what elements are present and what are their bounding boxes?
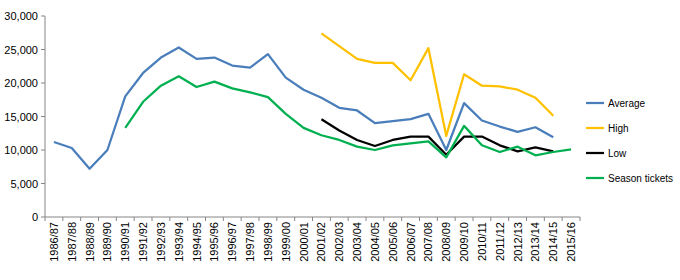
x-tick <box>259 217 260 221</box>
x-tick-label: 1997/98 <box>244 222 256 262</box>
x-tick-label: 2008/09 <box>440 222 452 262</box>
x-tick-label: 2007/08 <box>422 222 434 262</box>
legend-swatch <box>586 127 604 129</box>
x-tick <box>116 217 117 221</box>
y-tick-label: 10,000 <box>4 144 38 156</box>
x-tick-label: 2015/16 <box>565 222 577 262</box>
series-line <box>125 76 571 157</box>
x-tick-label: 1989/90 <box>101 222 113 262</box>
x-tick-label: 1994/95 <box>191 222 203 262</box>
x-tick-label: 1993/94 <box>173 222 185 262</box>
x-tick-label: 2001/02 <box>315 222 327 262</box>
x-tick <box>276 217 277 221</box>
series-line <box>321 33 553 136</box>
x-tick-label: 2009/10 <box>458 222 470 262</box>
x-axis: 1986/87 1987/88 1988/89 1989/90 1990/91 1991/… <box>45 217 580 262</box>
y-tick <box>41 217 45 218</box>
legend-swatch <box>586 177 604 179</box>
x-tick <box>80 217 81 221</box>
x-tick-label: 2000/01 <box>298 222 310 262</box>
legend: Average High Low Season tickets <box>586 98 673 184</box>
x-tick <box>294 217 295 221</box>
series-line <box>54 47 553 168</box>
x-tick <box>152 217 153 221</box>
y-tick <box>41 16 45 17</box>
x-tick <box>508 217 509 221</box>
x-tick <box>45 217 46 221</box>
x-tick <box>455 217 456 221</box>
x-tick <box>473 217 474 221</box>
x-tick-label: 2014/15 <box>547 222 559 262</box>
x-tick-label: 1986/87 <box>48 222 60 262</box>
legend-swatch <box>586 102 604 104</box>
x-tick-label: 1999/00 <box>280 222 292 262</box>
y-axis: 0 5,000 10,000 15,000 20,000 25,000 30,000 <box>4 10 45 223</box>
y-tick <box>41 83 45 84</box>
x-tick-label: 2004/05 <box>369 222 381 262</box>
x-tick <box>98 217 99 221</box>
legend-label: Low <box>608 148 627 159</box>
x-tick-label: 1990/91 <box>119 222 131 262</box>
y-tick-label: 15,000 <box>4 111 38 123</box>
x-tick <box>419 217 420 221</box>
x-tick <box>62 217 63 221</box>
y-tick-label: 0 <box>32 211 38 223</box>
x-tick <box>526 217 527 221</box>
x-tick <box>241 217 242 221</box>
x-tick-label: 2006/07 <box>405 222 417 262</box>
x-tick-label: 1995/96 <box>208 222 220 262</box>
x-tick <box>562 217 563 221</box>
x-tick <box>383 217 384 221</box>
y-tick-label: 25,000 <box>4 44 38 56</box>
y-tick-label: 30,000 <box>4 10 38 22</box>
x-tick <box>401 217 402 221</box>
x-tick <box>348 217 349 221</box>
chart: 0 5,000 10,000 15,000 20,000 25,000 30,000 1986… <box>0 0 680 280</box>
x-tick-label: 1991/92 <box>137 222 149 262</box>
y-tick <box>41 183 45 184</box>
x-tick <box>312 217 313 221</box>
x-tick-label: 2011/12 <box>494 222 506 261</box>
x-tick <box>205 217 206 221</box>
x-tick <box>490 217 491 221</box>
x-tick-label: 1996/97 <box>226 222 238 262</box>
x-tick <box>169 217 170 221</box>
y-tick-label: 5,000 <box>10 178 38 190</box>
x-tick-label: 1987/88 <box>66 222 78 262</box>
x-tick <box>330 217 331 221</box>
x-tick <box>223 217 224 221</box>
legend-label: High <box>608 123 629 134</box>
plot-area <box>54 33 571 168</box>
x-tick-label: 1988/89 <box>84 222 96 262</box>
y-tick <box>41 116 45 117</box>
x-tick-label: 1998/99 <box>262 222 274 262</box>
x-tick <box>544 217 545 221</box>
y-tick-label: 20,000 <box>4 77 38 89</box>
x-tick-label: 1992/93 <box>155 222 167 262</box>
x-tick-label: 2005/06 <box>387 222 399 262</box>
x-tick-label: 2012/13 <box>512 222 524 262</box>
x-tick <box>580 217 581 221</box>
x-tick <box>437 217 438 221</box>
legend-swatch <box>586 152 604 154</box>
x-tick <box>134 217 135 221</box>
x-tick-label: 2013/14 <box>529 222 541 262</box>
y-axis-line <box>45 16 46 217</box>
x-tick-label: 2010/11 <box>476 222 488 261</box>
x-tick <box>187 217 188 221</box>
x-tick-label: 2003/04 <box>351 222 363 262</box>
x-tick <box>366 217 367 221</box>
legend-label: Season tickets <box>608 173 673 184</box>
y-tick <box>41 49 45 50</box>
y-tick <box>41 150 45 151</box>
x-tick-label: 2002/03 <box>333 222 345 262</box>
legend-label: Average <box>608 98 646 109</box>
